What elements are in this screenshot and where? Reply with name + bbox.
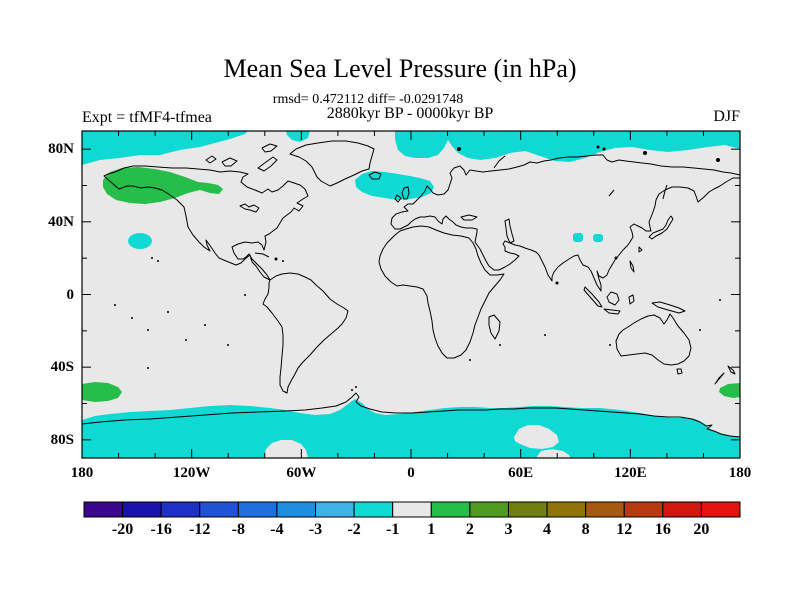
colorbar-cell [623,501,664,518]
colorbar-cell [430,501,471,518]
colorbar-cell [122,501,162,518]
axis-ticks [81,131,741,458]
colorbar-cell [276,501,317,518]
colorbar-cell [237,501,278,518]
lat-tick-label: 0 [66,286,75,303]
colorbar-tick-label: -3 [308,521,323,538]
lon-tick-label: 120W [172,465,211,481]
colorbar-cell [353,501,394,518]
colorbar-cell [546,501,587,518]
colorbar-cell [392,501,432,518]
period-line: 2880kyr BP - 0000kyr BP [326,105,494,122]
figure-title: Mean Sea Level Pressure (in hPa) [223,54,577,83]
colorbar-tick-label: -12 [189,521,211,538]
colorbar-tick-label: -8 [231,521,245,538]
colorbar-cell [199,501,239,518]
colorbar-tick-label: 2 [465,521,474,538]
colorbar-tick-label: 4 [543,521,552,538]
colorbar-cell [315,501,355,518]
coastlines [81,140,741,438]
island-specks [114,145,721,391]
colorbar-tick-label: 16 [654,521,671,538]
colorbar-cell [700,501,741,518]
colorbar-cell [662,501,702,518]
experiment-label: Expt = tfMF4-tfmea [82,109,212,126]
lat-tick-label: 40S [50,359,74,376]
lon-tick-label: 180 [728,465,752,481]
colorbar-tick-label: 1 [427,521,436,538]
colorbar-tick-label: 12 [616,521,633,538]
colorbar-cell [585,501,625,518]
lat-tick-label: 80S [50,431,74,448]
colorbar-tick-label: -2 [347,521,361,538]
lon-tick-label: 180 [70,465,94,481]
colorbar-tick-label: -4 [270,521,284,538]
lat-tick-label: 40N [48,213,74,230]
lon-tick-label: 60E [508,465,534,481]
positive-anomaly-patches [82,167,740,402]
season-label: DJF [713,108,740,125]
lon-tick-label: 120E [614,465,647,481]
lon-tick-label: 0 [407,465,415,481]
colorbar [83,501,741,518]
colorbar-cell [83,501,124,518]
negative-anomaly-patches [82,131,740,458]
colorbar-cell [160,501,201,518]
stats-line: rmsd= 0.472112 diff= -0.0291748 [272,92,464,107]
colorbar-tick-label: -20 [111,521,134,538]
lat-tick-label: 80N [48,141,74,158]
colorbar-tick-label: 8 [581,521,590,538]
lon-tick-label: 60W [286,465,317,481]
antarctic-band-holes [264,425,571,458]
colorbar-tick-label: -1 [386,521,400,538]
colorbar-cell [469,501,509,518]
colorbar-tick-label: 3 [504,521,513,538]
colorbar-tick-label: 20 [693,521,710,538]
colorbar-tick-label: -16 [150,521,172,538]
colorbar-cell [507,501,548,518]
